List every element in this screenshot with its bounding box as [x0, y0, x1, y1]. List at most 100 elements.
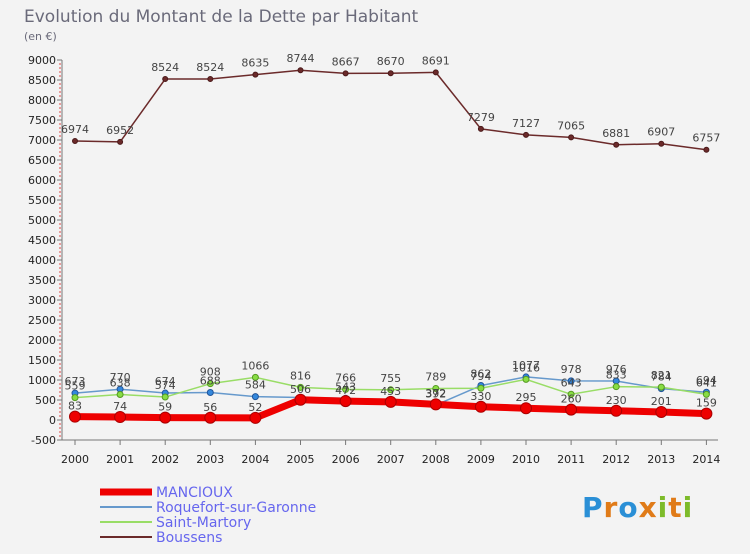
series-layer: [69, 67, 713, 424]
data-label-mancioux: 330: [470, 390, 491, 403]
x-tick-label: 2007: [377, 453, 405, 466]
legend: MANCIOUXRoquefort-sur-GaronneSaint-Marto…: [100, 485, 316, 546]
y-tick-label: 7000: [28, 134, 56, 147]
data-label-boussens: 6952: [106, 124, 134, 137]
data-point-mancioux: [655, 405, 668, 418]
data-label-saint-martory: 1016: [512, 361, 540, 374]
x-tick-label: 2013: [647, 453, 675, 466]
data-label-roquefort-sur-garonne: 584: [245, 379, 266, 392]
data-point-saint-martory: [206, 380, 214, 388]
data-point-mancioux: [565, 403, 578, 416]
x-tick-label: 2011: [557, 453, 585, 466]
data-point-saint-martory: [387, 386, 395, 394]
data-point-boussens: [477, 125, 484, 132]
data-label-mancioux: 453: [380, 385, 401, 398]
data-label-roquefort-sur-garonne: 543: [335, 380, 356, 393]
legend-label-mancioux: MANCIOUX: [156, 485, 233, 501]
data-label-mancioux: 295: [516, 391, 537, 404]
data-label-roquefort-sur-garonne: 976: [606, 363, 627, 376]
x-tick-label: 2014: [692, 453, 720, 466]
data-label-boussens: 7279: [467, 111, 495, 124]
data-label-roquefort-sur-garonne: 862: [470, 368, 491, 381]
data-label-roquefort-sur-garonne: 770: [110, 371, 131, 384]
data-point-mancioux: [294, 393, 307, 406]
y-tick-label: 3500: [28, 274, 56, 287]
data-label-saint-martory: 641: [696, 376, 717, 389]
data-point-mancioux: [700, 407, 713, 420]
data-point-mancioux: [429, 398, 442, 411]
data-label-mancioux: 506: [290, 383, 311, 396]
data-point-mancioux: [114, 411, 127, 424]
data-label-mancioux: 56: [203, 401, 217, 414]
y-tick-label: 500: [35, 394, 56, 407]
data-point-roquefort-sur-garonne: [251, 393, 259, 401]
data-point-boussens: [568, 134, 575, 141]
chart-subtitle: (en €): [24, 30, 57, 43]
data-label-roquefort-sur-garonne: 688: [200, 374, 221, 387]
x-tick-label: 2001: [106, 453, 134, 466]
data-label-saint-martory: 794: [470, 370, 491, 383]
y-tick-label: 8000: [28, 94, 56, 107]
x-tick-label: 2004: [241, 453, 269, 466]
data-label-boussens: 7127: [512, 117, 540, 130]
axes: -500 0 500 1000 1500 2000 2500 3000 3500 4000 4500…: [28, 54, 720, 466]
data-point-mancioux: [384, 395, 397, 408]
data-label-boussens: 8524: [196, 61, 224, 74]
legend-label-roquefort-sur-garonne: Roquefort-sur-Garonne: [156, 500, 316, 516]
data-label-boussens: 8524: [151, 61, 179, 74]
data-point-mancioux: [339, 395, 352, 408]
data-label-boussens: 6757: [692, 132, 720, 145]
data-point-boussens: [207, 76, 214, 83]
data-label-boussens: 8670: [377, 55, 405, 68]
data-label-boussens: 8635: [241, 57, 269, 70]
data-label-mancioux: 159: [696, 397, 717, 410]
y-tick-label: 6000: [28, 174, 56, 187]
data-point-boussens: [72, 138, 78, 145]
y-tick-label: -500: [31, 434, 56, 447]
data-point-saint-martory: [297, 383, 304, 391]
data-label-saint-martory: 821: [651, 369, 672, 382]
x-tick-label: 2009: [467, 453, 495, 466]
data-label-saint-martory: 559: [65, 380, 86, 393]
y-tick-label: 5000: [28, 214, 56, 227]
data-label-mancioux: 260: [561, 393, 582, 406]
data-label-boussens: 6974: [61, 123, 89, 136]
data-point-boussens: [117, 138, 124, 145]
data-point-boussens: [432, 69, 439, 76]
data-label-roquefort-sur-garonne: 674: [155, 375, 176, 388]
data-label-mancioux: 392: [425, 387, 446, 400]
data-label-boussens: 8691: [422, 54, 450, 67]
x-tick-label: 2000: [61, 453, 89, 466]
data-point-saint-martory: [567, 390, 575, 398]
data-label-saint-martory: 1066: [241, 359, 269, 372]
data-label-roquefort-sur-garonne: 978: [561, 363, 582, 376]
data-label-mancioux: 83: [68, 400, 82, 413]
data-label-mancioux: 472: [335, 384, 356, 397]
x-tick-label: 2005: [287, 453, 315, 466]
data-label-saint-martory: 908: [200, 366, 221, 379]
y-tick-label: 4000: [28, 254, 56, 267]
data-label-saint-martory: 766: [335, 371, 356, 384]
y-tick-label: 7500: [28, 114, 56, 127]
data-point-mancioux: [249, 411, 262, 424]
data-label-saint-martory: 833: [606, 369, 627, 382]
data-label-mancioux: 74: [113, 400, 127, 413]
data-point-saint-martory: [116, 390, 124, 398]
data-point-boussens: [387, 70, 394, 77]
data-label-mancioux: 201: [651, 395, 672, 408]
data-label-boussens: 8744: [287, 52, 315, 65]
y-tick-label: 8500: [28, 74, 56, 87]
data-label-mancioux: 59: [158, 401, 172, 414]
chart-title: Evolution du Montant de la Dette par Hab…: [24, 7, 419, 27]
y-tick-label: 5500: [28, 194, 56, 207]
legend-label-boussens: Boussens: [156, 530, 222, 546]
y-tick-label: 0: [49, 414, 56, 427]
y-tick-label: 1000: [28, 374, 56, 387]
y-tick-label: 2000: [28, 334, 56, 347]
data-label-saint-martory: 643: [561, 376, 582, 389]
data-label-roquefort-sur-garonne: 673: [65, 375, 86, 388]
data-label-boussens: 8667: [332, 55, 360, 68]
data-label-mancioux: 230: [606, 394, 627, 407]
data-point-mancioux: [474, 400, 487, 413]
